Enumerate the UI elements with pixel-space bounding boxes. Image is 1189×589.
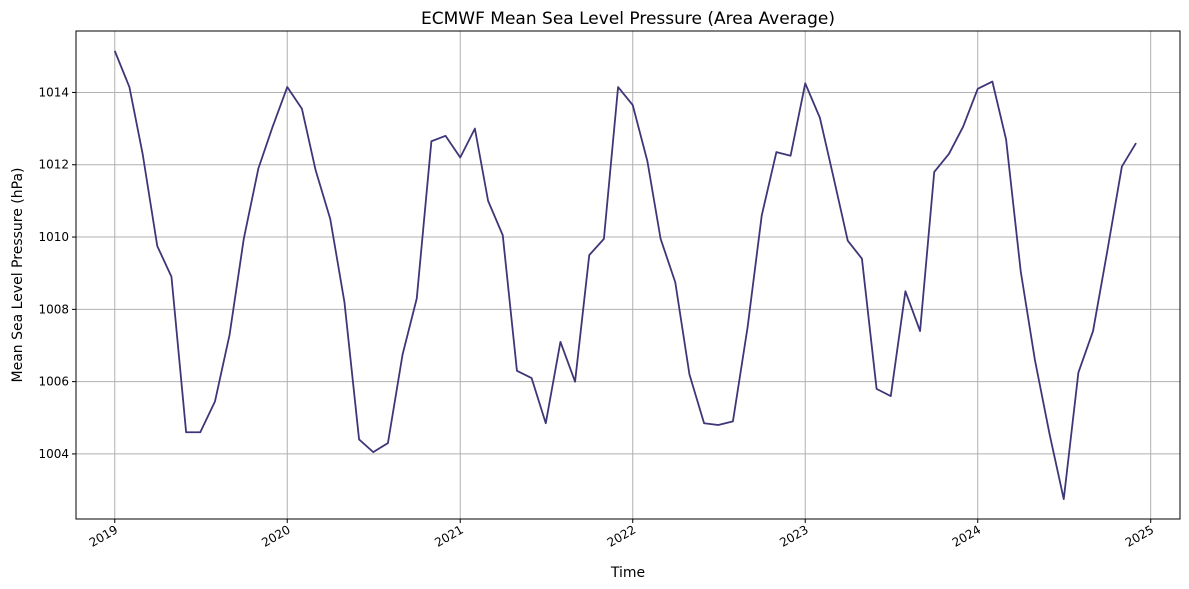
y-tick-label: 1008 — [38, 302, 69, 316]
x-tick-label: 2019 — [87, 522, 120, 549]
series-layer — [113, 50, 1137, 501]
grid-lines — [76, 31, 1180, 519]
y-tick-label: 1014 — [38, 85, 69, 99]
y-tick-label: 1010 — [38, 230, 69, 244]
y-tick-label: 1004 — [38, 447, 69, 461]
x-tick-label: 2021 — [432, 522, 465, 549]
x-tick-label: 2025 — [1123, 522, 1156, 549]
y-tick-label: 1006 — [38, 375, 69, 389]
y-axis-ticks: 1004 1006 1008 1010 1012 1014 — [38, 85, 76, 461]
x-tick-label: 2022 — [605, 522, 638, 549]
x-tick-label: 2024 — [950, 522, 983, 549]
x-tick-label: 2020 — [259, 522, 292, 549]
y-axis-title: Mean Sea Level Pressure (hPa) — [10, 168, 26, 383]
x-tick-label: 2023 — [777, 522, 810, 549]
y-tick-label: 1012 — [38, 158, 69, 172]
chart-title: ECMWF Mean Sea Level Pressure (Area Aver… — [421, 9, 835, 29]
x-axis-title: Time — [610, 565, 645, 581]
series-line — [113, 50, 1137, 501]
plot-frame — [75, 30, 1181, 520]
x-axis-ticks: 2019 2020 2021 2022 2023 2024 2025 — [87, 519, 1156, 550]
